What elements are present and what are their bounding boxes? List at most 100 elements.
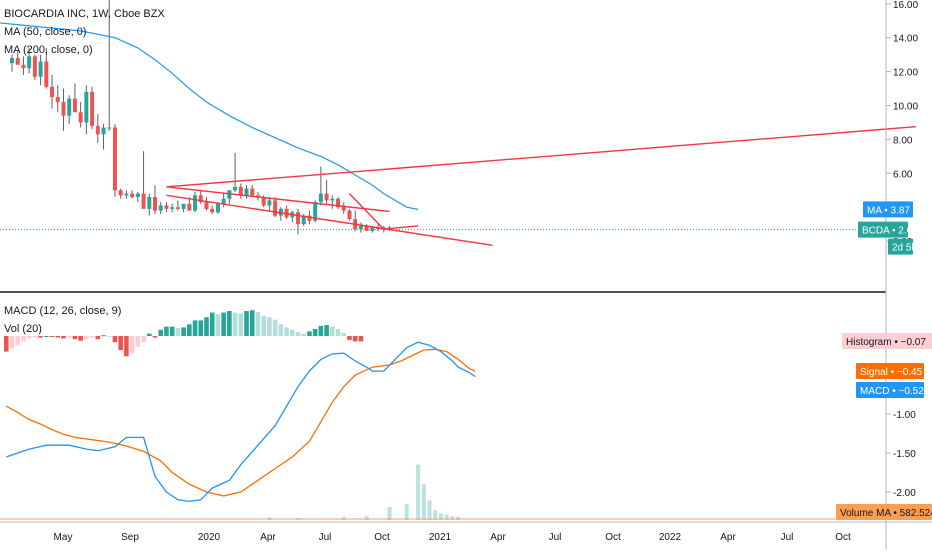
candle[interactable] bbox=[273, 197, 278, 218]
candle-body[interactable] bbox=[324, 193, 329, 201]
histogram-bar[interactable] bbox=[312, 328, 318, 336]
candle[interactable] bbox=[84, 85, 89, 135]
candle[interactable] bbox=[32, 54, 37, 81]
histogram-bar[interactable] bbox=[301, 333, 307, 336]
candle-body[interactable] bbox=[336, 198, 341, 208]
candle-body[interactable] bbox=[124, 193, 129, 196]
candle[interactable] bbox=[255, 191, 260, 201]
histogram-bar[interactable] bbox=[101, 335, 106, 337]
histogram-bar[interactable] bbox=[95, 336, 101, 340]
histogram-bar[interactable] bbox=[141, 336, 146, 343]
candle-body[interactable] bbox=[341, 207, 346, 211]
candle[interactable] bbox=[118, 188, 123, 199]
histogram-bar[interactable] bbox=[267, 317, 272, 336]
macd-series-line[interactable] bbox=[6, 341, 476, 503]
candle-body[interactable] bbox=[244, 188, 249, 196]
histogram-bar[interactable] bbox=[3, 336, 9, 352]
candle[interactable] bbox=[67, 95, 72, 125]
candle-body[interactable] bbox=[307, 215, 312, 221]
candle-body[interactable] bbox=[44, 61, 49, 87]
candle[interactable] bbox=[221, 193, 226, 208]
candle[interactable] bbox=[267, 197, 272, 211]
candle-body[interactable] bbox=[130, 193, 135, 198]
candle[interactable] bbox=[141, 151, 146, 209]
macd-legend[interactable]: MACD (12, 26, close, 9) Vol (20) bbox=[4, 302, 121, 338]
price-axis[interactable]: 18.0016.0014.0012.0010.008.006.004.002.0… bbox=[886, 0, 918, 248]
histogram-bar[interactable] bbox=[84, 336, 89, 340]
histogram-bar[interactable] bbox=[175, 328, 181, 336]
candle[interactable] bbox=[15, 51, 20, 65]
candle-body[interactable] bbox=[175, 207, 180, 209]
candle-body[interactable] bbox=[78, 112, 83, 123]
trendline-drawing[interactable] bbox=[166, 125, 916, 188]
candle-body[interactable] bbox=[273, 200, 278, 216]
main-legend[interactable]: BIOCARDIA INC, 1W, Cboe BZX MA (50, clos… bbox=[4, 5, 165, 59]
candle-body[interactable] bbox=[198, 195, 203, 203]
candle[interactable] bbox=[101, 124, 106, 150]
candle[interactable] bbox=[147, 193, 152, 216]
candle-body[interactable] bbox=[135, 193, 140, 198]
candle[interactable] bbox=[158, 202, 163, 214]
candle-body[interactable] bbox=[112, 127, 117, 191]
histogram-bar[interactable] bbox=[289, 329, 295, 336]
histogram-bar[interactable] bbox=[129, 336, 135, 354]
volume-bar[interactable] bbox=[456, 516, 461, 520]
candle[interactable] bbox=[55, 85, 60, 113]
histogram-bar[interactable] bbox=[55, 336, 61, 338]
histogram-bar[interactable] bbox=[61, 336, 66, 339]
candle-body[interactable] bbox=[67, 98, 72, 116]
candle[interactable] bbox=[95, 113, 100, 143]
candle[interactable] bbox=[153, 185, 157, 214]
macd-pane[interactable] bbox=[0, 293, 886, 522]
candle-body[interactable] bbox=[50, 86, 55, 98]
signal-series-line[interactable] bbox=[5, 348, 476, 497]
candle-body[interactable] bbox=[141, 193, 146, 209]
candle[interactable] bbox=[341, 202, 346, 214]
candle[interactable] bbox=[215, 202, 220, 214]
time-axis[interactable]: May Sep 2020 Apr Jul Oct 2021 Apr Jul Oct 2022 Apr J… bbox=[54, 532, 851, 543]
candle-body[interactable] bbox=[158, 205, 163, 211]
histogram-bar[interactable] bbox=[164, 326, 169, 336]
histogram-bar[interactable] bbox=[324, 325, 329, 336]
candle[interactable] bbox=[210, 205, 215, 214]
trendline-drawing[interactable] bbox=[166, 194, 493, 247]
candle-body[interactable] bbox=[32, 56, 37, 77]
candle[interactable] bbox=[135, 191, 140, 203]
histogram-bar[interactable] bbox=[15, 336, 21, 346]
volume-legend-title[interactable]: Vol (20) bbox=[4, 323, 42, 335]
candle-body[interactable] bbox=[187, 203, 192, 211]
candle-body[interactable] bbox=[21, 64, 26, 69]
candle-body[interactable] bbox=[193, 195, 198, 211]
candle[interactable] bbox=[250, 185, 255, 198]
candle[interactable] bbox=[112, 124, 117, 198]
histogram-bar[interactable] bbox=[187, 324, 192, 336]
candle[interactable] bbox=[198, 190, 203, 204]
histogram-bar[interactable] bbox=[335, 328, 341, 336]
ma200-legend[interactable]: MA (200, close, 0) bbox=[4, 44, 93, 56]
histogram-bar[interactable] bbox=[215, 314, 221, 336]
candle[interactable] bbox=[50, 74, 55, 109]
candle-body[interactable] bbox=[181, 203, 186, 209]
candle[interactable] bbox=[107, 0, 112, 131]
histogram-bar[interactable] bbox=[255, 311, 261, 336]
histogram-bar[interactable] bbox=[106, 336, 112, 337]
histogram-bar[interactable] bbox=[152, 336, 158, 338]
candle-body[interactable] bbox=[330, 198, 335, 201]
candle[interactable] bbox=[21, 56, 26, 75]
histogram-bar[interactable] bbox=[347, 336, 352, 340]
histogram-bar[interactable] bbox=[158, 329, 164, 336]
histogram-bar[interactable] bbox=[21, 336, 26, 342]
candle[interactable] bbox=[318, 166, 323, 206]
histogram-bar[interactable] bbox=[272, 319, 278, 336]
candle-body[interactable] bbox=[101, 127, 106, 135]
histogram-bar[interactable] bbox=[169, 326, 175, 336]
candle[interactable] bbox=[61, 88, 66, 131]
candle[interactable] bbox=[336, 197, 341, 209]
histogram-bar[interactable] bbox=[284, 327, 289, 336]
trendline-drawing[interactable] bbox=[166, 186, 390, 213]
volume-bar[interactable] bbox=[387, 507, 392, 520]
histogram-bar[interactable] bbox=[278, 324, 284, 336]
candle-body[interactable] bbox=[370, 227, 375, 231]
histogram-bar[interactable] bbox=[221, 312, 226, 336]
